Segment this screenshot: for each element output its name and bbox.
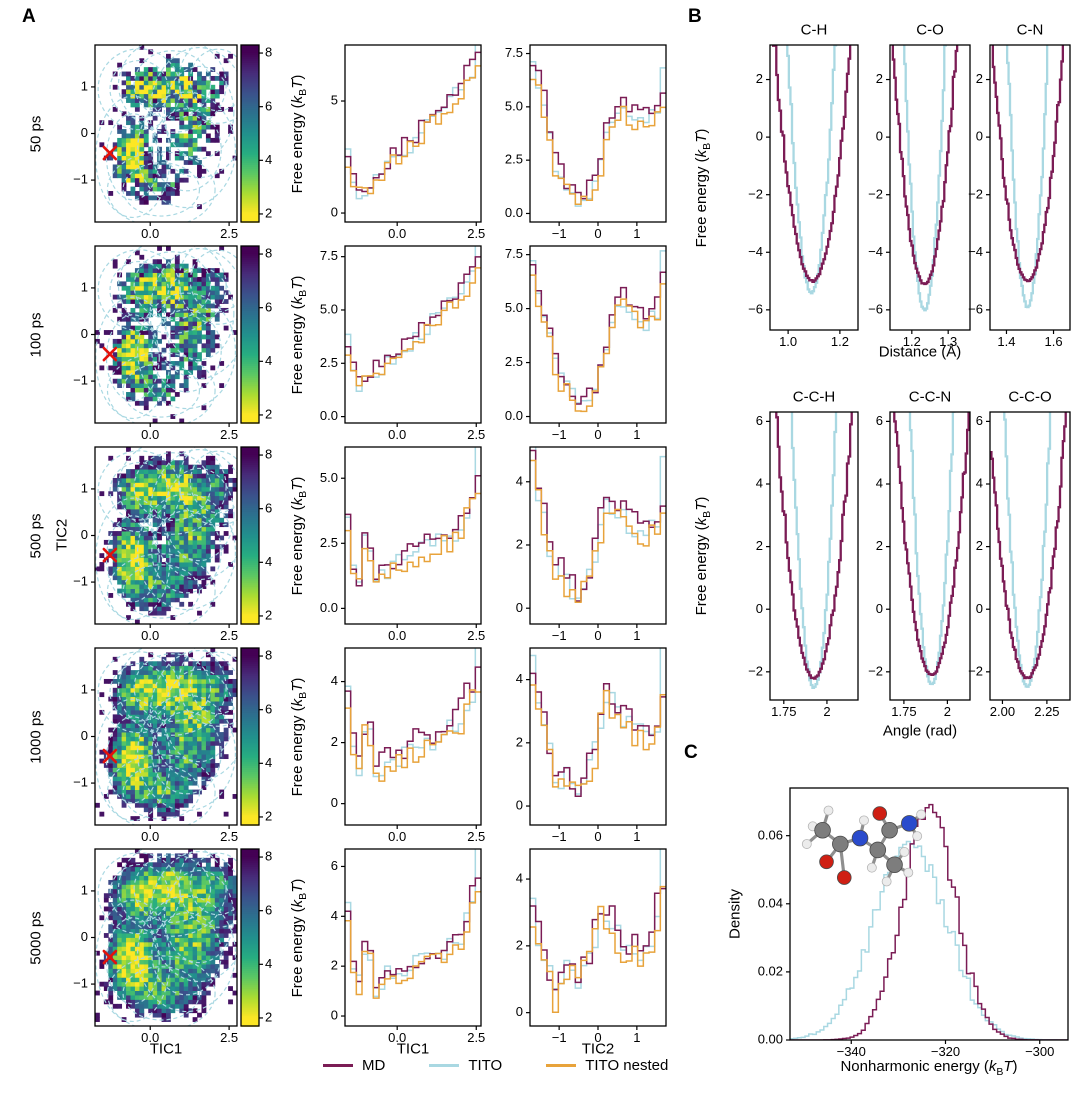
legend-swatch-tito-nested (546, 1064, 577, 1067)
distance-axis-label: Distance (Å) (878, 343, 962, 361)
legend-swatch-tito (429, 1064, 460, 1067)
tic2-axis-label: TIC2 (53, 518, 71, 552)
colorbar-label-1000-ps: Free energy (kBT) (289, 677, 309, 796)
legend-swatch-md (323, 1064, 353, 1067)
legend-label: TITO nested (585, 1057, 669, 1074)
tic1-axis-label-heatmap: TIC1 (149, 1040, 183, 1058)
molecule-inset (793, 792, 931, 907)
row-label-5000-ps: 5000 ps (27, 910, 45, 965)
nonharmonic-axis-label: Nonharmonic energy (kBT) (840, 1058, 1018, 1078)
row-label-50-ps: 50 ps (27, 115, 45, 152)
plot-title-c-c-n: C-C-N (908, 388, 952, 406)
row-label-1000-ps: 1000 ps (27, 709, 45, 764)
panel-b-label: B (688, 6, 702, 27)
plot-title-c-c-h: C-C-H (792, 388, 836, 406)
colorbar-label-100-ps: Free energy (kBT) (289, 275, 309, 394)
legend-item-tito-nested: TITO nested (546, 1057, 668, 1074)
angle-axis-label: Angle (rad) (882, 722, 958, 740)
panel-c-label: C (684, 742, 698, 763)
row-label-100-ps: 100 ps (27, 311, 45, 358)
colorbar-label-50-ps: Free energy (kBT) (289, 74, 309, 193)
b-bottom-ylabel: Free energy (kBT) (693, 496, 713, 616)
row-label-500-ps: 500 ps (27, 512, 45, 559)
tic2-axis-label-profiles: TIC2 (581, 1040, 615, 1058)
legend: MD TITO TITO nested (323, 1057, 668, 1074)
plot-title-c-h: C-H (800, 21, 828, 39)
legend-label: MD (362, 1057, 386, 1074)
tic1-axis-label-profiles: TIC1 (396, 1040, 430, 1058)
legend-item-md: MD (323, 1057, 385, 1074)
colorbar-label-500-ps: Free energy (kBT) (289, 476, 309, 595)
plot-title-c-n: C-N (1016, 21, 1044, 39)
density-axis-label: Density (726, 888, 744, 940)
legend-label: TITO (468, 1057, 503, 1074)
b-top-ylabel: Free energy (kBT) (693, 128, 713, 247)
colorbar-label-5000-ps: Free energy (kBT) (289, 878, 309, 997)
plot-title-c-o: C-O (916, 21, 944, 39)
molecule-svg (801, 805, 927, 887)
legend-item-tito: TITO (429, 1057, 502, 1074)
plot-title-c-c-o: C-C-O (1008, 388, 1052, 406)
panel-a-label: A (22, 6, 36, 27)
